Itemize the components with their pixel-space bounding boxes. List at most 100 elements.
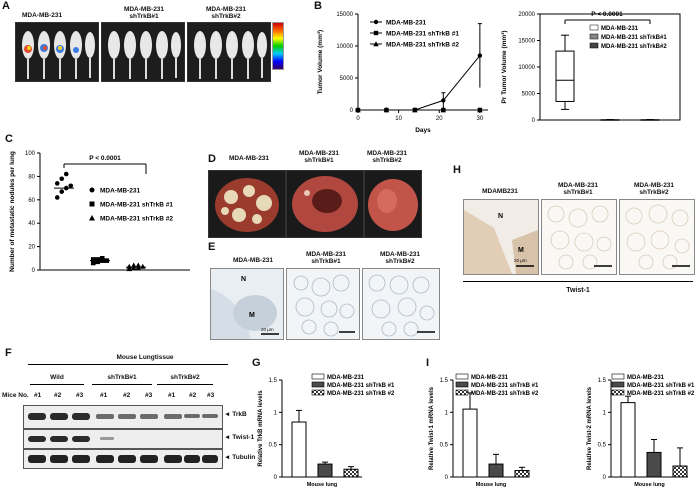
legend-marker — [89, 187, 95, 193]
p-value: P < 0.0001 — [591, 11, 623, 18]
y-axis-label: Tumor Volume (mm³) — [317, 30, 324, 94]
y-tick-label: 0 — [274, 475, 278, 481]
band-label-twist1: ◄ Twist-1 — [224, 434, 255, 441]
legend-label: MDA-MB-231 — [327, 375, 365, 381]
y-tick-label: 0.5 — [598, 443, 607, 449]
y-axis-label: Relative Twist-1 mRNA levels — [429, 386, 435, 470]
y-tick-label: 5000 — [522, 92, 536, 98]
legend-swatch — [611, 381, 625, 388]
legend-marker — [373, 30, 379, 36]
x-axis-label: Mouse lung — [634, 482, 665, 488]
blot-tubulin — [23, 449, 223, 469]
data-point — [99, 256, 105, 261]
panel-a-group-1: MDA-MB-231 — [22, 12, 63, 19]
legend-marker — [373, 19, 379, 25]
panel-a-group-3: MDA-MB-231 shTrkB#2 — [205, 6, 247, 20]
x-tick-label: 0 — [356, 116, 360, 122]
y-tick-label: 100 — [25, 151, 36, 157]
legend-label: MDA-MB-231 shTrkB #2 — [327, 391, 395, 397]
data-point — [90, 260, 96, 266]
panel-label-i: I — [426, 357, 430, 369]
mouse-number: #1 — [100, 392, 108, 399]
legend-label: MDA-MB-231 — [601, 26, 639, 32]
h-n-label: N — [498, 213, 503, 220]
legend-swatch — [589, 33, 599, 40]
panel-label-c: C — [5, 133, 13, 145]
p-value: P < 0.0001 — [89, 155, 121, 162]
nodule-m-label: M — [249, 312, 255, 319]
bar — [672, 465, 688, 478]
mice-no-label: Mice No. — [2, 392, 29, 399]
data-point — [95, 257, 101, 262]
data-point — [441, 98, 446, 103]
chart-c: 0 20 40 60 80 100 Number of metastatic nodules… — [9, 151, 190, 274]
bar — [646, 451, 662, 478]
panel-e-group-3: MDA-MB-231 shTrkB#2 — [379, 251, 421, 265]
data-point — [59, 189, 65, 194]
legend-swatch — [455, 381, 469, 388]
x-axis-label: Mouse lung — [307, 482, 338, 488]
blot-group-shtrkb2: shTrkB#2 — [170, 374, 200, 381]
legend-label: MDA-MB-231 — [471, 375, 509, 381]
histology-e-shtrkb2 — [362, 268, 440, 340]
x-axis-label: Mouse lung — [476, 482, 507, 488]
y-tick-label: 80 — [28, 174, 35, 180]
panel-label-g: G — [252, 357, 261, 369]
y-tick-label: 0.5 — [269, 443, 278, 449]
histology-h-shtrkb2 — [619, 199, 695, 275]
x-tick-label: 30 — [477, 116, 484, 122]
blot-twist1 — [23, 429, 223, 449]
legend-swatch — [455, 389, 469, 396]
legend-label: MDA-MB-231 shTrkB #2 — [627, 391, 695, 397]
chart-g: 0 0.5 1 1.5 Relative TrkB mRNA levels Mouse l… — [258, 373, 395, 488]
panel-d-group-1: MDA-MB-231 — [228, 155, 270, 162]
data-point — [54, 195, 60, 200]
blot-group-wild: Wild — [50, 374, 64, 381]
band-label-tubulin: ◄ Tubulin — [224, 454, 256, 461]
y-tick-label: 0.5 — [440, 443, 449, 449]
histology-h-control: N M 20 μm — [463, 199, 539, 275]
y-tick-label: 40 — [28, 221, 35, 227]
data-point — [135, 262, 142, 268]
legend-marker — [89, 201, 95, 207]
panel-h-group-1: MDAMB231 — [482, 188, 518, 195]
data-point — [412, 107, 418, 113]
mouse-number: #2 — [54, 392, 62, 399]
bar — [620, 402, 636, 478]
panel-label-h: H — [453, 164, 461, 176]
panel-label-a: A — [2, 0, 10, 12]
y-tick-label: 10000 — [518, 65, 535, 71]
h-scale-label: 20 μm — [514, 258, 527, 263]
h-caption: Twist-1 — [566, 287, 590, 294]
mouse-number: #1 — [34, 392, 42, 399]
data-point — [95, 259, 101, 265]
bar — [317, 463, 333, 478]
legend-swatch — [589, 24, 599, 31]
panel-h-group-3: MDA-MB-231 shTrkB#2 — [633, 182, 675, 196]
panel-label-f: F — [5, 347, 12, 359]
data-point — [355, 107, 361, 113]
data-point — [54, 181, 60, 186]
legend-label: MDA-MB-231 shTrkB #1 — [100, 202, 173, 209]
blot-title-line — [28, 364, 228, 365]
mice-number-row: #1 #2 #3 #1 #2 #3 #1 #2 #3 — [30, 392, 220, 400]
y-tick-label: 20 — [28, 245, 35, 251]
y-tick-label: 0 — [603, 475, 607, 481]
panel-a-group-2: MDA-MB-231 shTrkB#1 — [123, 6, 165, 20]
panel-d-group-2: MDA-MB-231 shTrkB#1 — [298, 150, 340, 164]
legend-swatch — [611, 373, 625, 380]
y-tick-label: 20000 — [518, 12, 535, 18]
chart-b: 0 5000 10000 15000 0 10 20 30 Days Tumor Volume (… — [317, 11, 681, 134]
y-axis-label: Pr Tumor Volume (mm³) — [501, 30, 508, 103]
mouse-number: #3 — [145, 392, 153, 399]
legend-swatch — [311, 381, 325, 388]
y-tick-label: 60 — [28, 198, 35, 204]
blot-trkb — [23, 405, 223, 429]
mouse-number: #2 — [189, 392, 197, 399]
legend-label: MDA-MB-231 shTrkB #2 — [100, 216, 173, 223]
data-point — [477, 107, 483, 113]
lung-photo-shtrkb2 — [364, 170, 422, 238]
bar — [343, 468, 359, 478]
blot-group-shtrkb1: shTrkB#1 — [107, 374, 137, 381]
legend-marker — [89, 215, 95, 221]
